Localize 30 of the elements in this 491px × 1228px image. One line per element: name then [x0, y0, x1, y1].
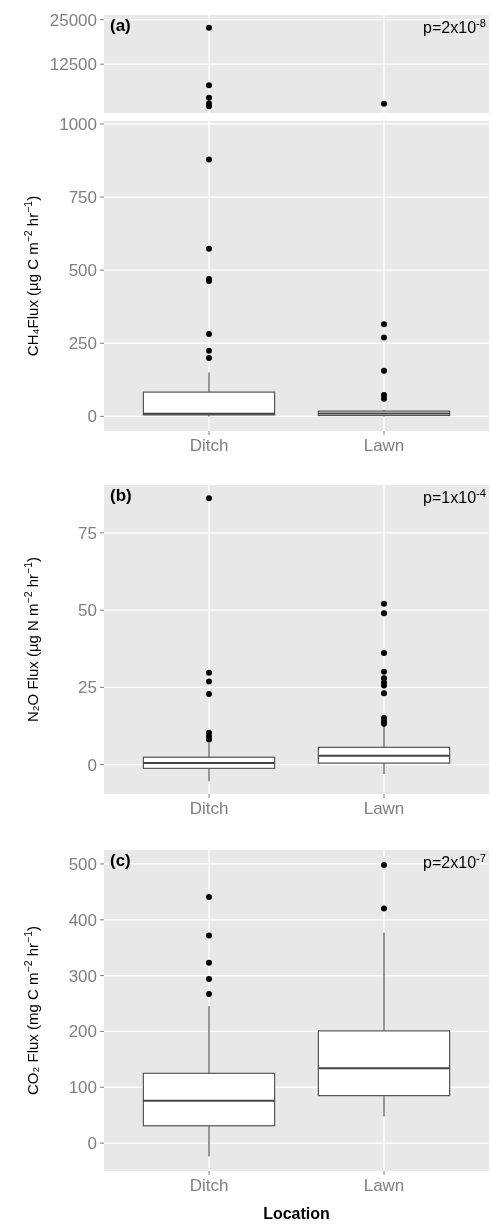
x-tick-label: Lawn	[363, 799, 405, 818]
y-tick-label: 500	[68, 261, 97, 281]
x-tick-label: Ditch	[189, 799, 229, 818]
y-tick-label: 25000	[49, 10, 97, 30]
y-tick-label: 300	[68, 966, 97, 986]
y-tick-label: 12500	[49, 55, 97, 75]
y-tick-label: 100	[68, 1078, 97, 1098]
y-tick-label: 25	[78, 678, 97, 698]
y-tick-label: 50	[78, 601, 97, 621]
x-tick-label: Lawn	[363, 436, 405, 455]
y-tick-label: 250	[68, 334, 97, 354]
y-tick-label: 0	[87, 755, 97, 775]
y-tick-label: 500	[68, 854, 97, 874]
x-tick-label: Ditch	[189, 1176, 229, 1195]
annotation: p=2x10$^{-7}$	[423, 852, 486, 871]
annotation: (b)	[110, 486, 132, 505]
x-tick-label: Ditch	[189, 436, 229, 455]
annotation: (c)	[110, 851, 131, 870]
annotation: p=2x10$^{-8}$	[423, 17, 486, 36]
y-tick-label: 1000	[59, 114, 97, 134]
annotation: p=1x10$^{-4}$	[423, 487, 486, 506]
y-tick-label: 75	[78, 523, 97, 543]
x-axis-title: Location	[263, 1205, 330, 1222]
x-tick-label: Lawn	[363, 1176, 405, 1195]
y-tick-label: 200	[68, 1022, 97, 1042]
y-tick-label: 0	[87, 407, 97, 427]
y-tick-label: 400	[68, 910, 97, 930]
y-tick-label: 750	[68, 187, 97, 207]
y-tick-label: 0	[87, 1134, 97, 1154]
annotation: (a)	[110, 16, 131, 35]
